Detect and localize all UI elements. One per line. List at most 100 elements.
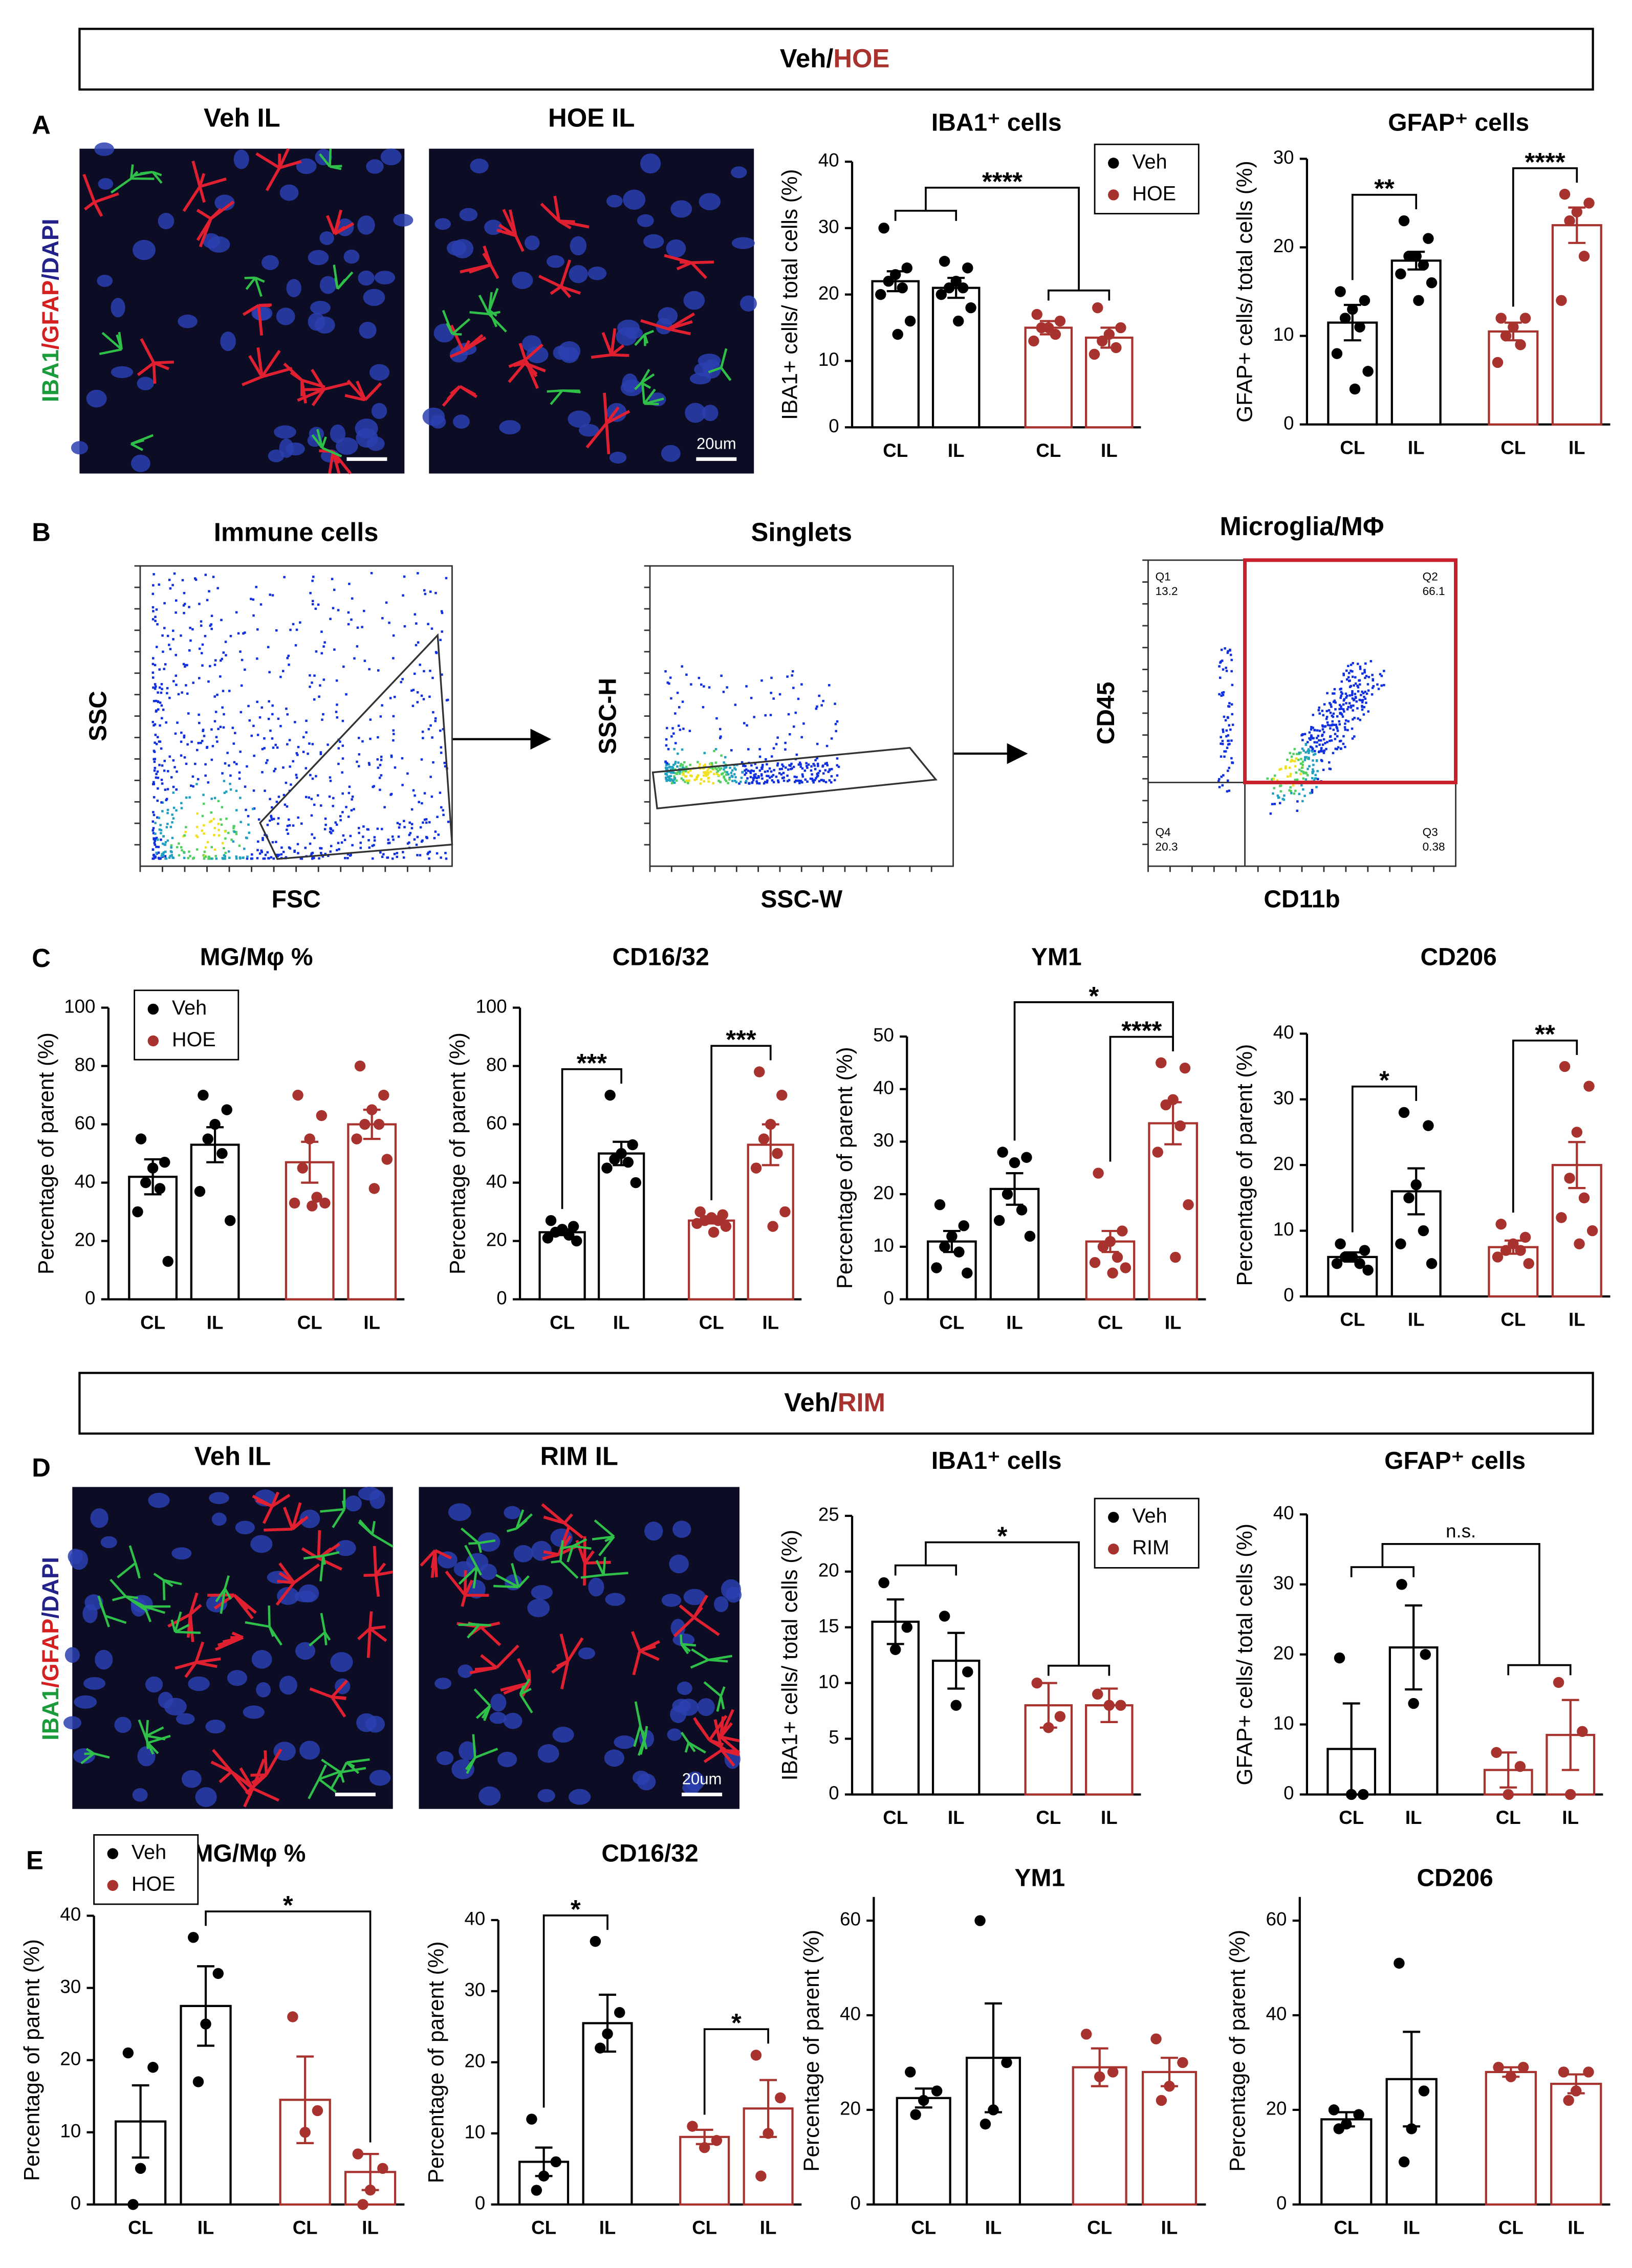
data-point (1398, 1107, 1410, 1118)
error-bar (1405, 1604, 1423, 1691)
microglia-process (112, 1595, 126, 1601)
event-dot (681, 700, 684, 703)
event-dot (151, 829, 155, 832)
event-dot (1220, 648, 1223, 651)
bar (871, 280, 920, 429)
event-dot (256, 657, 258, 660)
event-dot (792, 687, 795, 689)
panel-letter: D (32, 1453, 51, 1482)
event-dot (740, 777, 743, 779)
error-bar (1561, 1699, 1579, 1771)
event-dot (1309, 791, 1312, 795)
event-dot (1333, 688, 1336, 691)
y-tick-label: 40 (465, 1908, 486, 1929)
microglia-process (145, 1735, 149, 1749)
event-dot (152, 584, 155, 587)
panel-letter: A (32, 111, 51, 140)
event-dot (198, 713, 200, 716)
event-dot (1298, 752, 1300, 754)
event-dot (836, 757, 839, 760)
event-dot (153, 842, 156, 845)
data-point (1347, 303, 1358, 315)
data-point (1503, 1789, 1514, 1800)
data-point (1523, 1258, 1534, 1269)
event-dot (263, 857, 266, 860)
event-dot (689, 769, 692, 772)
event-dot (302, 736, 305, 739)
event-dot (213, 833, 215, 836)
y-tick-label: 0 (883, 1287, 894, 1308)
data-point (1423, 233, 1434, 244)
microglia-process (598, 1536, 615, 1556)
event-dot (677, 770, 680, 774)
event-dot (1371, 687, 1374, 689)
microglia-process (311, 434, 323, 449)
event-dot (416, 854, 419, 856)
event-dot (1220, 776, 1223, 778)
nucleus (330, 1652, 353, 1672)
astrocyte-process (567, 1637, 584, 1662)
microglia-process (477, 1543, 482, 1553)
event-dot (266, 824, 269, 826)
astrocyte-process (375, 1562, 386, 1576)
microglia-process (464, 1545, 478, 1568)
x-tick-label: CL (883, 440, 908, 461)
nucleus (145, 1676, 163, 1693)
nucleus (470, 158, 489, 173)
event-dot (778, 772, 781, 775)
microglia-process (125, 1595, 146, 1611)
x-tick-label: CL (1500, 1309, 1526, 1330)
data-point (1016, 1204, 1028, 1216)
event-dot (232, 827, 235, 829)
microglia-process (550, 389, 563, 405)
event-dot (673, 747, 676, 751)
event-dot (215, 736, 218, 738)
event-dot (151, 663, 155, 666)
data-point (772, 1148, 783, 1159)
event-dot (707, 772, 710, 774)
x-tick-label: IL (948, 1807, 965, 1828)
data-point (1565, 1789, 1576, 1800)
data-point (965, 302, 976, 314)
event-dot (733, 767, 736, 769)
event-dot (160, 839, 162, 841)
event-dot (201, 814, 204, 818)
event-dot (201, 664, 204, 667)
event-dot (1383, 670, 1385, 672)
event-dot (322, 678, 325, 681)
data-point (939, 256, 950, 267)
event-dot (1310, 725, 1313, 729)
event-dot (228, 856, 231, 860)
event-dot (441, 630, 443, 633)
event-dot (233, 830, 236, 833)
event-dot (256, 857, 259, 860)
event-dot (183, 756, 186, 759)
event-dot (1289, 752, 1291, 755)
panel-letter: E (26, 1846, 43, 1875)
data-point (1517, 2061, 1529, 2073)
microglia-process (469, 311, 489, 316)
event-dot (211, 745, 214, 747)
event-dot (1323, 703, 1326, 706)
event-dot (227, 850, 230, 853)
data-point (351, 1133, 362, 1144)
astrocyte-process (369, 1627, 387, 1642)
x-tick-label: CL (1498, 2217, 1524, 2238)
event-dot (1298, 792, 1301, 796)
event-dot (743, 722, 746, 724)
event-dot (1222, 691, 1225, 694)
astrocyte-process (291, 1518, 304, 1530)
microglia-process (458, 1566, 478, 1585)
event-dot (153, 769, 156, 772)
bracket-line (1351, 193, 1418, 280)
y-tick-label: 20 (1266, 2098, 1287, 2119)
y-tick-label: 40 (1266, 2003, 1287, 2024)
nucleus (622, 373, 638, 393)
event-dot (410, 689, 413, 692)
micrograph (422, 148, 757, 474)
nucleus (227, 1670, 247, 1686)
astrocyte-process (282, 1507, 294, 1530)
event-dot (252, 598, 255, 601)
nucleus (97, 274, 113, 287)
event-dot (1295, 771, 1298, 774)
